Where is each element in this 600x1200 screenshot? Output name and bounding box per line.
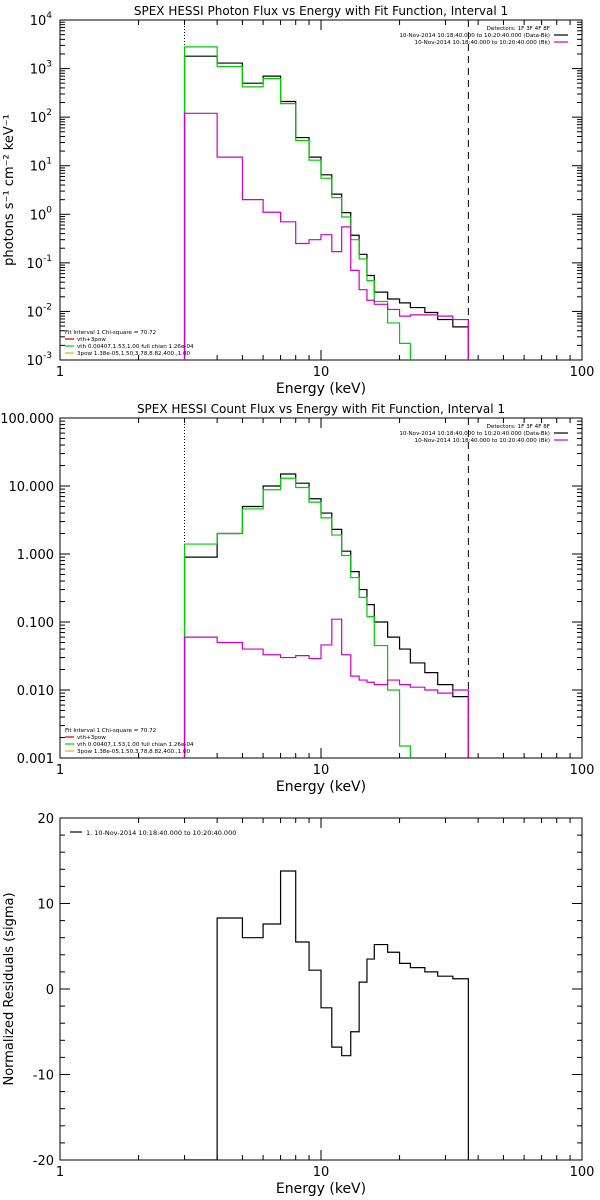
x-axis-label: Energy (keV) — [276, 381, 366, 397]
series-group — [183, 46, 469, 360]
y-tick-label: 100.000 — [0, 412, 54, 427]
y-tick-label: 0.001 — [17, 752, 54, 767]
y-tick-exponent: 2 — [46, 108, 52, 118]
x-axis-label: Energy (keV) — [276, 1181, 366, 1197]
series-group — [184, 870, 469, 1160]
y-axis-label: photons s⁻¹ cm⁻² keV⁻¹ — [2, 114, 17, 266]
legend-entry: 10-Nov-2014 10:18:40.000 to 10:20:40.000… — [399, 431, 550, 437]
legend-entry: Fit Interval 1 Chi-square = 70.72 — [65, 728, 156, 734]
series-group — [183, 473, 469, 758]
y-tick-label: 103 — [30, 60, 52, 78]
x-tick-label: 10 — [313, 365, 330, 380]
chart-title: SPEX HESSI Photon Flux vs Energy with Fi… — [134, 4, 508, 18]
y-tick-label: 104 — [30, 11, 53, 29]
legend-entry: 3pow 1.38e-05,1.50,3.78,8.82,400.,1.00 — [77, 749, 191, 755]
y-tick-exponent: 3 — [46, 60, 52, 70]
x-tick-label: 100 — [570, 365, 595, 380]
x-tick-label: 1 — [56, 763, 64, 778]
legend-bottom: Fit Interval 1 Chi-square = 70.72vth+3po… — [65, 728, 194, 755]
x-tick-label: 1 — [56, 1165, 64, 1180]
legend-top: 1. 10-Nov-2014 10:18:40.000 to 10:20:40.… — [70, 829, 236, 837]
legend-entry: 3pow 1.38e-05,1.50,3.78,8.82,400.,1.00 — [77, 351, 191, 357]
y-tick-label: 0.100 — [17, 616, 54, 631]
y-tick-label: 0 — [46, 983, 54, 998]
chart-title: SPEX HESSI Count Flux vs Energy with Fit… — [137, 402, 505, 416]
y-tick-base: 10 — [26, 354, 43, 369]
y-tick-exponent: 0 — [46, 205, 52, 215]
x-axis: 1 10 100 — [56, 818, 595, 1180]
y-tick-base: 10 — [26, 257, 43, 272]
y-tick-label: 10 — [37, 898, 54, 913]
y-tick-label: -10 — [33, 1069, 54, 1084]
legend-entry: Detectors: 1F 3F 4F 8F — [487, 26, 550, 32]
y-tick-base: 10 — [26, 305, 43, 320]
legend-bottom: Fit Interval 1 Chi-square = 70.72vth+3po… — [65, 330, 194, 357]
legend-entry: 10-Nov-2014 10:18:40.000 to 10:20:40.000… — [415, 438, 550, 444]
series-line-1 — [184, 870, 469, 1160]
series-line-3 — [183, 618, 469, 758]
chart-panel-1: SPEX HESSI Photon Flux vs Energy with Fi… — [2, 4, 594, 397]
x-tick-label: 1 — [56, 365, 64, 380]
y-tick-exponent: 1 — [46, 157, 52, 167]
legend-entry: vth 0.00407,1.53,1.00 full chian 1.26e-0… — [77, 742, 194, 748]
series-line-2 — [183, 46, 411, 360]
x-axis: 1 10 100 — [56, 20, 595, 380]
chart-panel-2: SPEX HESSI Count Flux vs Energy with Fit… — [0, 402, 594, 795]
y-axis: -20 -10 0 10 20 — [33, 812, 582, 1169]
x-axis: 1 10 100 — [56, 418, 595, 778]
y-tick-label: 10-2 — [26, 302, 52, 320]
y-tick-base: 10 — [30, 160, 47, 175]
y-tick-exponent: -3 — [43, 351, 52, 361]
series-line-1 — [183, 473, 469, 758]
legend-entry: 10-Nov-2014 10:18:40.000 to 10:20:40.000… — [399, 33, 550, 39]
series-line-2 — [183, 477, 411, 758]
legend-entry: 10-Nov-2014 10:18:40.000 to 10:20:40.000… — [415, 40, 550, 46]
x-tick-label: 100 — [570, 763, 595, 778]
y-tick-label: 100 — [30, 205, 53, 223]
legend-entry: vth+3pow — [77, 735, 106, 741]
series-line-3 — [183, 112, 469, 360]
legend-entry: vth+3pow — [77, 337, 106, 343]
y-tick-label: 10.000 — [9, 480, 55, 495]
y-tick-label: -20 — [33, 1154, 54, 1169]
legend-entry: 1. 10-Nov-2014 10:18:40.000 to 10:20:40.… — [86, 829, 236, 837]
y-tick-base: 10 — [30, 14, 47, 29]
y-tick-label: 102 — [30, 108, 52, 126]
y-tick-label: 20 — [37, 812, 54, 827]
legend-entry: Detectors: 1F 3F 4F 8F — [487, 424, 550, 430]
y-axis: 0.001 0.010 0.100 1.000 10.000 100.000 — [0, 412, 582, 767]
plot-frame — [59, 19, 583, 361]
y-tick-base: 10 — [30, 63, 47, 78]
x-tick-label: 10 — [313, 1165, 330, 1180]
chart-panel-3: 1 10 100 Energy (keV) -20 -10 0 10 20 Normalized … — [2, 812, 594, 1197]
y-tick-base: 10 — [30, 111, 47, 126]
x-axis-label: Energy (keV) — [276, 779, 366, 795]
x-tick-label: 10 — [313, 763, 330, 778]
y-tick-exponent: -1 — [43, 254, 52, 264]
y-axis-label: Normalized Residuals (sigma) — [2, 892, 17, 1085]
plot-frame — [59, 417, 583, 759]
y-tick-exponent: 4 — [46, 11, 52, 21]
legend-entry: Fit Interval 1 Chi-square = 70.72 — [65, 330, 156, 336]
y-tick-base: 10 — [30, 208, 47, 223]
y-tick-label: 10-3 — [26, 351, 52, 369]
x-tick-label: 100 — [570, 1165, 595, 1180]
y-tick-label: 101 — [30, 157, 52, 175]
y-tick-label: 0.010 — [17, 684, 54, 699]
y-tick-label: 10-1 — [26, 254, 52, 272]
legend-entry: vth 0.00407,1.53,1.00 full chian 1.26e-0… — [77, 344, 194, 350]
y-tick-label: 1.000 — [17, 548, 54, 563]
y-tick-exponent: -2 — [43, 302, 52, 312]
